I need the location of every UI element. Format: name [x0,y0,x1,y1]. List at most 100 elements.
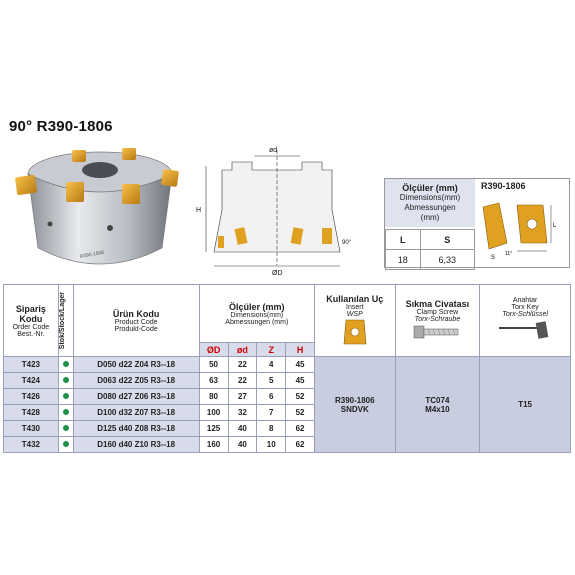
label-H: H [196,207,201,214]
col-Z: Z [256,342,287,357]
dim-D-cell: 80 [198,388,229,405]
dim-H-cell: 45 [285,356,315,373]
product-code-cell: D050 d22 Z04 R3--18 [72,356,200,373]
dim-d-cell: 22 [227,372,258,389]
stock-cell [57,388,74,405]
dim-H-cell: 62 [285,436,315,453]
screw-header: Sıkma Civatası Clamp Screw Torx-Schraube [394,284,481,357]
label-D: ØD [272,270,283,277]
insert-name: R390-1806 [481,181,526,191]
insert-value-cell-line: R390-1806 [334,395,375,405]
dims-col-L: L [385,229,421,250]
dim-d-cell: 40 [227,420,258,437]
product-code-cell: D160 d40 Z10 R3--18 [72,436,200,453]
product-code-de: Produkt-Code [114,325,158,333]
screw-head-de: Torx-Schraube [414,315,461,323]
stock-cell [57,356,74,373]
in-stock-icon [62,377,69,383]
dim-D-cell: 125 [198,420,229,437]
dim-Z-cell: 4 [256,356,287,373]
in-stock-icon [62,409,69,415]
dim-Z-cell: 5 [256,372,287,389]
dims-head-de: Abmessungen [404,203,456,212]
dims-col-S: S [419,229,476,250]
insert-head-de: WSP [346,310,363,318]
product-code-en: Product Code [114,318,158,326]
insert-image [343,319,367,344]
insert-dimensions-box: Ölçüler (mm) Dimensions(mm) Abmessungen … [384,178,570,270]
stock-label: Stok/Stock/Lager [58,291,66,350]
dim-H-cell: 45 [285,372,315,389]
in-stock-icon [62,425,69,431]
order-code-de: Best.-Nr. [17,330,45,338]
dim-D-cell: 63 [198,372,229,389]
screw-value-cell-line: TC074 [425,395,450,405]
product-table: Sipariş Kodu Order Code Best.-Nr. Stok/S… [3,284,571,453]
dim-Z-cell: 7 [256,404,287,421]
dim-d-cell: 22 [227,356,258,373]
title-code: R390-1806 [36,118,113,135]
table-row: T426 D080 d27 Z06 R3--18 80 27 6 52 [3,388,571,405]
product-code-tr: Ürün Kodu [112,308,160,319]
dims-group-header: Ölçüler (mm) Dimensions(mm) Abmessungen … [198,284,315,343]
dim-Z-cell: 8 [256,420,287,437]
order-code-cell: T426 [3,388,59,405]
screw-head-en: Clamp Screw [416,308,459,316]
torx-key-icon [499,321,549,339]
product-code-cell: D100 d32 Z07 R3--18 [72,404,200,421]
in-stock-icon [62,361,69,367]
insert-value-cell: R390-1806 SNDVK [313,356,396,453]
key-value-cell: T15 [479,356,571,453]
product-code-cell: D080 d27 Z06 R3--18 [72,388,200,405]
order-code-header: Sipariş Kodu Order Code Best.-Nr. [3,284,59,357]
col-H: H [285,342,315,357]
milling-cutter-photo: R390-1806 [15,148,179,265]
dim-H-cell: 52 [285,388,315,405]
order-code-cell: T430 [3,420,59,437]
product-rows: T423 D050 d22 Z04 R3--18 50 22 4 45 R390-1806 S… [3,356,571,453]
dims-head-unit: (mm) [420,213,440,222]
stock-cell [57,436,74,453]
key-header: Anahtar Torx Key Torx-Schlüssel [479,284,571,357]
dim-D-cell: 160 [198,436,229,453]
key-head-tr: Anahtar [512,297,538,304]
order-code-en: Order Code [12,323,50,331]
ins-label-S: S [491,255,495,261]
stock-header: Stok/Stock/Lager [57,284,74,357]
dims-head-en: Dimensions(mm) [399,193,461,202]
stock-cell [57,372,74,389]
insert-value-cell-line: SNDVK [340,404,369,414]
insert-drawing: L S 11° [482,202,557,261]
table-dims-en: Dimensions(mm) [230,311,284,319]
product-code-header: Ürün Kodu Product Code Produkt-Code [72,284,200,357]
in-stock-icon [62,393,69,399]
dim-H-cell: 52 [285,404,315,421]
label-angle: 90° [342,240,352,246]
table-row: T432 D160 d40 Z10 R3--18 160 40 10 62 [3,436,571,453]
screw-head-tr: Sıkma Civatası [405,298,470,309]
dims-table: L S 18 6,33 [385,229,476,270]
ins-label-L: L [553,223,557,229]
in-stock-icon [62,441,69,447]
screw-value-cell-line: M4x10 [425,404,450,414]
table-dims-de: Abmessungen (mm) [225,318,289,326]
dim-d-cell: 27 [227,388,258,405]
key-value-cell-line: T15 [518,400,532,409]
order-code-tr: Sipariş Kodu [15,303,46,324]
product-code-cell: D125 d40 Z08 R3--18 [72,420,200,437]
order-code-cell: T423 [3,356,59,373]
table-row: T428 D100 d32 Z07 R3--18 100 32 7 52 [3,404,571,421]
ins-label-angle: 11° [505,251,512,257]
insert-head-tr: Kullanılan Uç [326,293,384,304]
dim-D-cell: 100 [198,404,229,421]
order-code-cell: T432 [3,436,59,453]
page-title: 90° R390-1806 [9,118,113,135]
dim-Z-cell: 6 [256,388,287,405]
screw-icon [414,325,459,338]
key-head-en: Torx Key [511,304,539,311]
dims-head-tr: Ölçüler (mm) [402,183,458,193]
dim-H-cell: 62 [285,420,315,437]
cutter-technical-drawing: ød H ØD 90° [196,147,352,277]
dims-header: Ölçüler (mm) Dimensions(mm) Abmessungen … [385,179,475,227]
label-d: ød [269,147,277,154]
